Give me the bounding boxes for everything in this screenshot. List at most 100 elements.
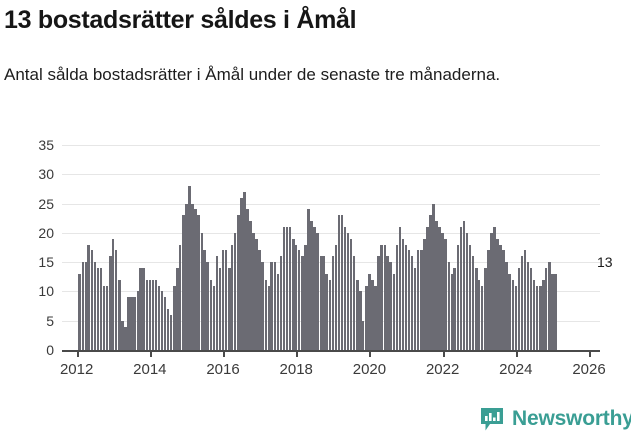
bar: [337, 215, 341, 350]
bar: [468, 244, 472, 350]
bar: [258, 250, 261, 350]
bar: [279, 256, 283, 350]
bar: [407, 250, 411, 350]
y-axis-tick-label: 10: [38, 283, 54, 300]
bar: [173, 285, 176, 350]
bar: [178, 244, 182, 350]
bar: [118, 279, 121, 350]
bar: [395, 244, 399, 350]
bar: [261, 262, 264, 350]
bar: [490, 232, 493, 350]
bar: [484, 268, 487, 350]
bar: [453, 268, 456, 350]
bar: [285, 227, 289, 350]
bar: [310, 221, 313, 350]
bar: [441, 232, 444, 350]
bar: [267, 285, 271, 350]
y-axis-tick-labels: 0 5 10 15 20 25 30 35: [0, 137, 54, 358]
bar: [166, 309, 170, 350]
bar: [322, 256, 325, 350]
x-axis-tick-label: 2016: [206, 361, 240, 378]
chart-plot-wrapper: 0 5 10 15 20 25 30 35 2012 2014 2016 2018 2020 2022 2…: [0, 133, 631, 378]
bar: [188, 186, 191, 350]
highlight-value-label: 13: [596, 253, 613, 270]
bar: [304, 244, 307, 350]
bar: [435, 221, 438, 350]
bar: [392, 273, 396, 350]
bar: [535, 285, 539, 350]
x-axis-tick-label: 2022: [425, 361, 460, 378]
bar: [416, 250, 420, 350]
bar: [386, 256, 389, 350]
logo-wordmark: Newsworthy: [512, 407, 631, 430]
bar: [413, 268, 417, 350]
bar: [450, 273, 454, 350]
bar: [111, 238, 115, 350]
bar: [209, 279, 213, 350]
bar: [349, 238, 353, 350]
bar: [544, 268, 548, 350]
bar: [148, 279, 152, 350]
bar: [477, 279, 481, 350]
bar: [459, 227, 463, 350]
bar: [224, 250, 228, 350]
bar: [273, 262, 277, 350]
gridline: [62, 174, 600, 176]
y-axis-tick-label: 20: [38, 224, 54, 241]
bar: [340, 215, 344, 350]
bar: [532, 279, 536, 350]
bar: [105, 285, 109, 350]
bar: [127, 297, 130, 350]
bar: [157, 285, 161, 350]
bar: [523, 250, 527, 350]
bar: [316, 232, 319, 350]
bar: [356, 279, 359, 350]
bar: [410, 256, 414, 350]
bar: [130, 297, 133, 350]
bar: [328, 279, 332, 350]
bar: [294, 244, 298, 350]
bar: [228, 268, 231, 350]
gridline: [62, 262, 600, 264]
bar: [133, 297, 136, 350]
bar: [292, 238, 295, 350]
x-axis-tick-label: 2014: [133, 361, 167, 378]
bar: [142, 268, 145, 350]
bar: [151, 279, 154, 350]
x-axis-tick-label: 2026: [572, 361, 606, 378]
gridline: [62, 145, 600, 146]
bar: [475, 268, 478, 350]
bar: [404, 244, 408, 350]
bar: [136, 291, 139, 350]
bar: [78, 273, 81, 350]
x-axis-tick-mark: [149, 350, 152, 357]
bar: [511, 279, 515, 350]
bar: [307, 209, 310, 350]
bar: [548, 262, 551, 350]
bar: [197, 215, 200, 350]
bar: [252, 232, 255, 350]
newsworthy-logo: Newsworthy: [479, 406, 631, 432]
bar: [212, 285, 216, 350]
bar: [270, 262, 273, 350]
bar: [517, 268, 520, 350]
bar: [246, 209, 249, 350]
bar: [191, 203, 194, 350]
bar: [365, 285, 368, 350]
bar: [154, 279, 158, 350]
bar: [84, 262, 88, 350]
bar: [447, 262, 451, 350]
bar: [502, 250, 505, 350]
bar: [233, 232, 237, 350]
bar: [361, 320, 365, 350]
bar-chart-speech-bubble-icon: [479, 406, 505, 432]
gridline: [62, 203, 600, 205]
x-axis-tick-mark: [223, 350, 226, 357]
bar: [423, 238, 426, 350]
bar: [505, 262, 508, 350]
bar: [456, 244, 460, 350]
bar: [368, 273, 371, 350]
bar: [87, 244, 90, 350]
x-axis-line: [62, 350, 600, 352]
bar: [508, 273, 511, 350]
